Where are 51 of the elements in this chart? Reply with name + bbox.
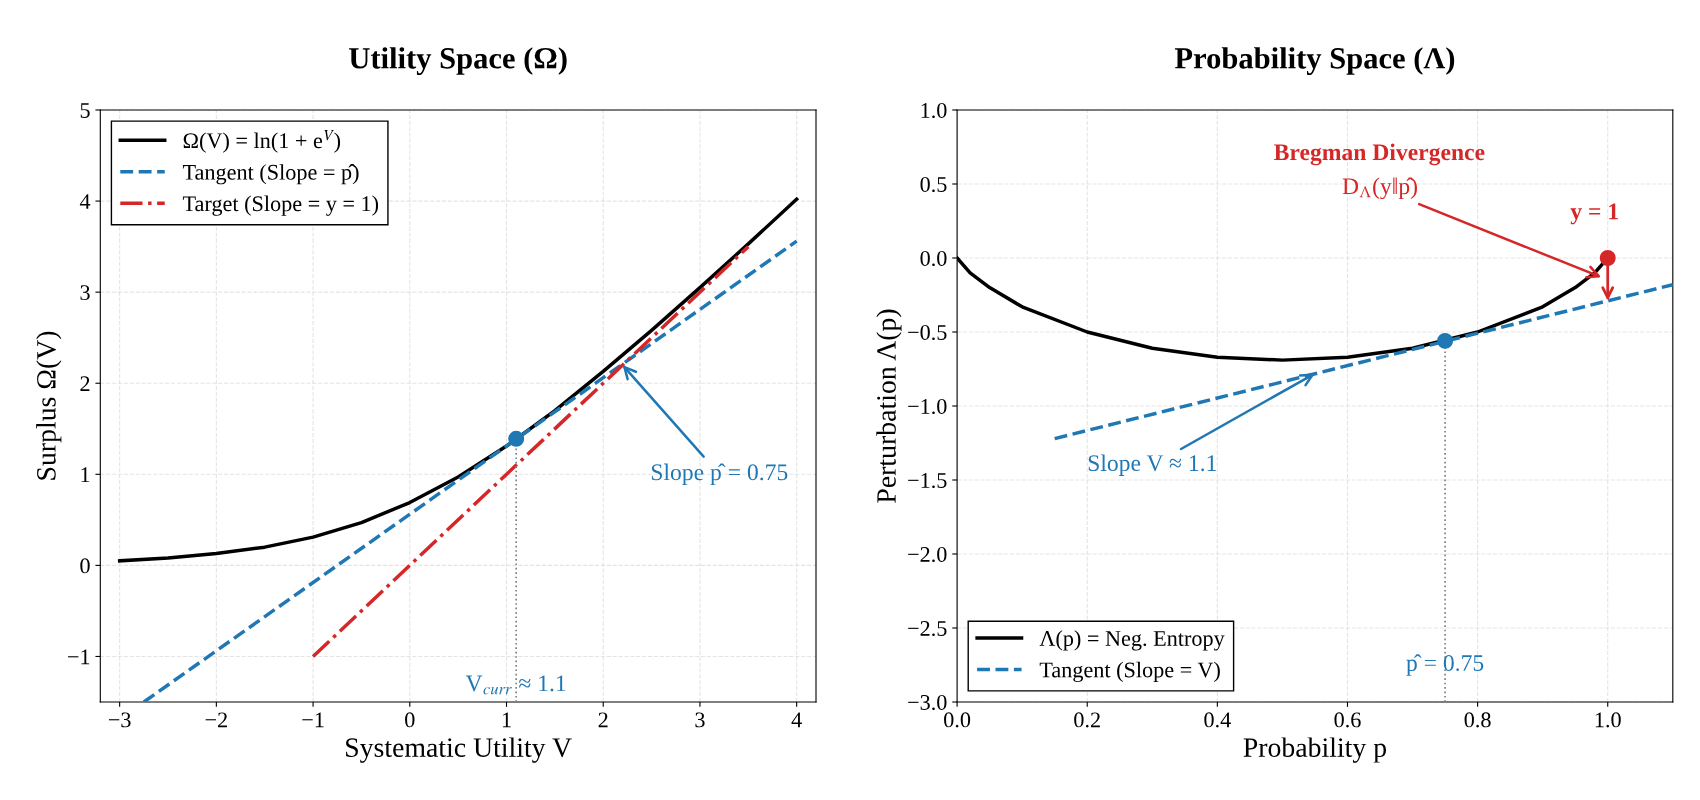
- chart-title: Probability Space (Λ): [1174, 47, 1455, 75]
- x-tick-label: 2: [598, 712, 608, 728]
- x-tick-label: 1.0: [1595, 712, 1621, 728]
- y-tick-label: 3: [80, 285, 90, 301]
- chart-title: Utility Space (Ω): [349, 47, 567, 75]
- x-tick-label: 0: [405, 712, 415, 728]
- y-tick-label: −2.5: [908, 620, 947, 637]
- x-axis-title: Systematic Utility V: [346, 737, 572, 763]
- annotation: V$_{curr}$ ≈ 1.1: [465, 675, 566, 695]
- annotation: Slope p̂ = 0.75: [651, 463, 788, 486]
- x-tick-label: 0.0: [944, 712, 971, 728]
- x-tick-label: −2: [205, 712, 227, 728]
- legend-label: Ω(V) = ln(1 + e$^{V}$): [183, 130, 341, 153]
- y-tick-label: 0: [80, 558, 90, 574]
- y-tick-label: −1.5: [908, 473, 947, 489]
- y-axis-title: Perturbation Λ(p): [876, 309, 902, 503]
- y-tick-label: −3.0: [908, 694, 947, 711]
- legend-label: Tangent (Slope = p̂): [182, 164, 359, 185]
- legend-label: Target (Slope = y = 1): [182, 195, 379, 216]
- y-tick-label: 1: [81, 467, 90, 483]
- y-tick-label: −1.0: [908, 398, 947, 415]
- x-tick-label: −1: [302, 712, 324, 728]
- y-tick-label: −2.0: [908, 546, 947, 563]
- y-tick-label: −0.5: [908, 324, 947, 341]
- x-tick-label: −3: [108, 712, 131, 728]
- x-tick-label: 4: [791, 712, 802, 728]
- legend-label: Tangent (Slope = V): [1039, 661, 1220, 682]
- y-tick-label: 0.0: [920, 250, 947, 267]
- point: [1599, 250, 1616, 266]
- point: [1437, 332, 1454, 349]
- annotation: Bregman Divergence: [1274, 143, 1485, 166]
- y-tick-label: 5: [80, 103, 90, 118]
- y-tick-label: 4: [79, 194, 91, 209]
- legend-label: Λ(p) = Neg. Entropy: [1039, 630, 1225, 651]
- y-axis-title: Surplus Ω(V): [36, 331, 62, 480]
- line-series: [117, 197, 799, 563]
- x-tick-label: 0.2: [1074, 712, 1100, 728]
- y-tick-label: 0.5: [920, 176, 947, 193]
- x-tick-label: 3: [695, 712, 705, 728]
- x-tick-label: 0.4: [1204, 712, 1231, 728]
- y-tick-label: 2: [80, 376, 90, 391]
- annotation: y = 1: [1570, 203, 1618, 225]
- x-tick-label: 0.6: [1334, 712, 1361, 728]
- y-tick-label: 1.0: [921, 102, 947, 119]
- annotation: D$_{Λ}$(y‖p̂): [1342, 177, 1417, 200]
- annotation: Slope V ≈ 1.1: [1088, 454, 1216, 476]
- annotation: p̂ = 0.75: [1406, 654, 1484, 676]
- x-tick-label: 0.8: [1464, 712, 1491, 728]
- x-tick-label: 1: [502, 712, 511, 728]
- y-tick-label: −1: [68, 649, 90, 665]
- x-axis-title: Probability p: [1243, 737, 1387, 763]
